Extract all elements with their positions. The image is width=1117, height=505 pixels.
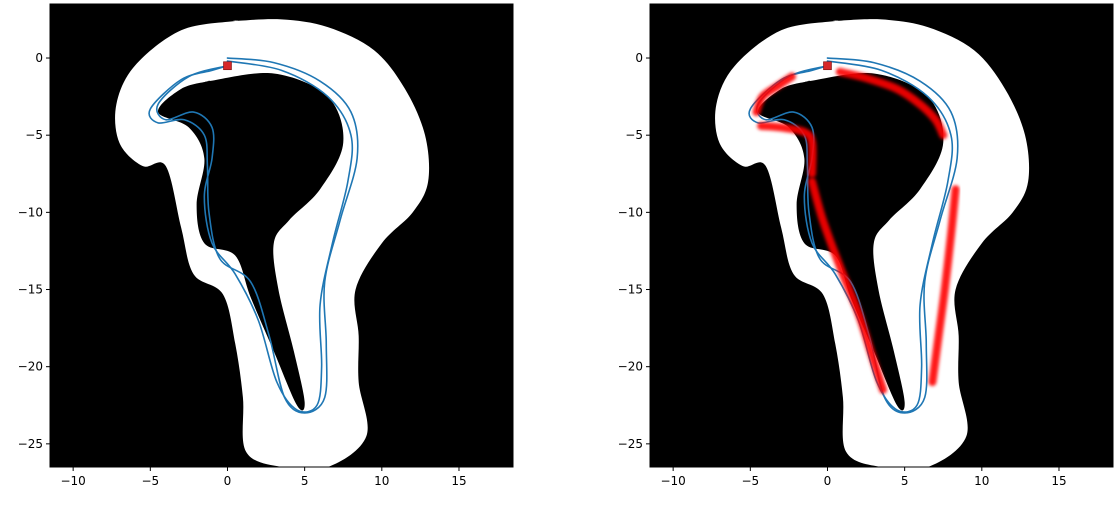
trajectory-line-2 <box>155 60 354 413</box>
left-plot-panel: −10 −5 0 5 10 15 0 −5 −10 −15 −20 −25 <box>18 3 514 488</box>
y-tick-label: −5 <box>25 128 43 142</box>
y-tick-label: −10 <box>18 205 43 219</box>
x-tick-label: 0 <box>824 474 832 488</box>
start-marker <box>823 61 832 71</box>
y-tick-label: 0 <box>635 51 643 65</box>
y-tick-label: −25 <box>618 437 643 451</box>
highlight-segment-4 <box>808 177 888 394</box>
highlight-segment-1 <box>752 72 796 117</box>
start-marker <box>223 61 232 71</box>
x-tick-label: 15 <box>1051 474 1066 488</box>
x-tick-label: 5 <box>901 474 909 488</box>
x-tick-label: 0 <box>224 474 232 488</box>
y-tick-label: 0 <box>35 51 43 65</box>
y-tick-label: −20 <box>618 360 643 374</box>
trajectory-line-1 <box>148 57 359 414</box>
x-tick-label: −10 <box>660 474 685 488</box>
y-tick-label: −15 <box>18 283 43 297</box>
y-tick-label: −20 <box>18 360 43 374</box>
plot-area <box>650 4 1113 467</box>
plot-area <box>50 4 513 467</box>
x-tick-label: −10 <box>60 474 85 488</box>
highlight-segment-3 <box>835 67 948 140</box>
y-tick-label: −5 <box>625 128 643 142</box>
y-tick-label: −15 <box>618 283 643 297</box>
x-tick-label: 5 <box>301 474 309 488</box>
axes-frame <box>49 3 514 468</box>
x-tick-label: −5 <box>741 474 759 488</box>
highlight-segment-2 <box>757 121 817 178</box>
highlight-segment-5 <box>928 185 960 387</box>
axes-frame <box>649 3 1114 468</box>
y-tick-label: −10 <box>618 205 643 219</box>
x-tick-label: 15 <box>451 474 466 488</box>
x-tick-label: 10 <box>974 474 989 488</box>
right-plot-panel: −10 −5 0 5 10 15 0 −5 −10 −15 −20 −25 <box>618 3 1114 488</box>
y-tick-label: −25 <box>18 437 43 451</box>
x-tick-label: −5 <box>141 474 159 488</box>
x-tick-label: 10 <box>374 474 389 488</box>
